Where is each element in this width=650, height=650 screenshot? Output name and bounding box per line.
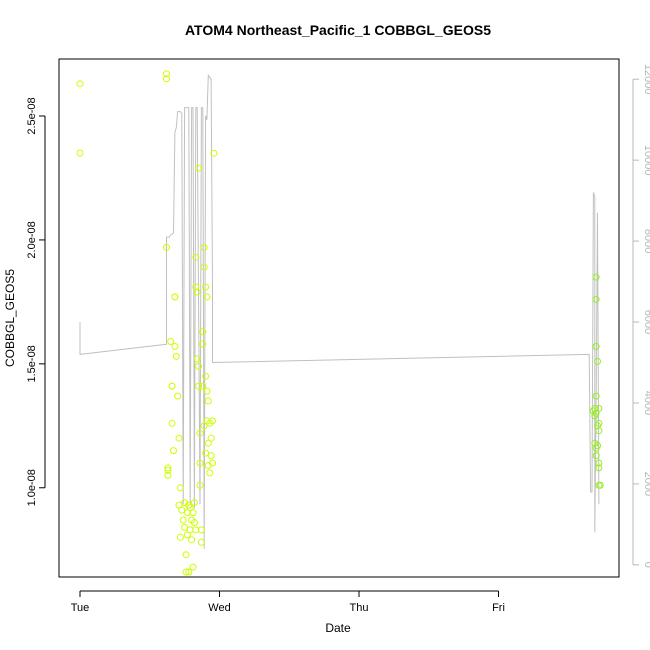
data-point-41	[192, 253, 200, 261]
data-point-5	[164, 466, 172, 474]
data-point-15	[171, 343, 179, 350]
data-point-10	[168, 419, 176, 427]
data-point-44	[193, 355, 201, 363]
y2-tick-label-6: 12000	[642, 64, 650, 95]
data-point-95	[596, 481, 604, 489]
data-point-62	[203, 293, 211, 301]
data-point-89	[595, 427, 603, 435]
data-point-20	[176, 484, 184, 492]
data-point-27	[182, 568, 190, 576]
data-point-88	[595, 419, 603, 427]
data-point-91	[592, 452, 600, 460]
data-point-90	[594, 442, 601, 450]
chart-title: ATOM4 Northeast_Pacific_1 COBBGL_GEOS5	[185, 22, 491, 38]
series-line	[79, 73, 600, 549]
y2-tick-label-0: 0	[642, 562, 650, 568]
y2-tick-label-4: 8000	[642, 229, 650, 253]
data-point-75	[592, 273, 600, 281]
y-tick-label-0: 1.0e-08	[26, 469, 38, 506]
y2-tick-label-2: 4000	[642, 391, 650, 415]
plot-frame	[58, 58, 620, 578]
data-point-74	[210, 149, 218, 157]
data-point-60	[202, 372, 210, 380]
data-point-57	[200, 243, 208, 251]
data-point-69	[206, 469, 214, 477]
data-point-4	[163, 243, 170, 251]
series-points	[76, 70, 604, 576]
data-point-79	[592, 392, 600, 400]
data-point-48	[196, 429, 204, 437]
data-point-3	[163, 75, 170, 83]
x-tick-label-Fri: Fri	[492, 602, 505, 614]
data-point-12	[170, 447, 177, 455]
data-point-63	[203, 387, 211, 395]
y2-tick-label-3: 6000	[642, 310, 650, 334]
data-point-47	[195, 164, 203, 172]
data-point-53	[199, 328, 207, 336]
data-point-37	[189, 509, 197, 517]
data-point-38	[190, 499, 198, 507]
data-point-92	[595, 459, 603, 467]
data-point-26	[182, 551, 190, 559]
data-point-21	[176, 533, 184, 541]
data-point-39	[190, 519, 198, 526]
data-point-31	[185, 568, 193, 576]
data-point-71	[207, 452, 215, 460]
data-point-7	[164, 464, 172, 472]
data-point-50	[196, 481, 204, 489]
data-point-1	[76, 149, 84, 157]
data-point-22	[178, 506, 186, 514]
data-point-0	[76, 80, 84, 88]
data-point-6	[164, 471, 172, 479]
y2-tick-label-5: 10000	[642, 145, 650, 176]
data-point-35	[188, 536, 196, 544]
data-point-8	[167, 338, 175, 345]
data-point-78	[594, 357, 601, 365]
y-tick-label-3: 2.5e-08	[26, 97, 38, 134]
x-tick-label-Wed: Wed	[208, 602, 230, 614]
data-point-23	[179, 516, 187, 524]
data-point-43	[193, 288, 201, 296]
data-point-61	[202, 449, 210, 457]
data-point-45	[195, 362, 203, 370]
data-point-87	[595, 405, 603, 412]
x-tick-label-Tue: Tue	[71, 602, 90, 614]
data-point-55	[199, 382, 207, 390]
y-tick-label-1: 1.5e-08	[26, 345, 38, 382]
data-point-16	[172, 352, 180, 360]
data-point-93	[595, 464, 603, 472]
data-point-65	[204, 397, 212, 405]
data-point-49	[196, 459, 204, 467]
y2-tick-label-1: 2000	[642, 472, 650, 496]
data-point-17	[174, 392, 182, 400]
data-point-54	[199, 340, 207, 348]
data-point-36	[189, 563, 197, 571]
x-tick-label-Thu: Thu	[350, 602, 369, 614]
data-point-72	[209, 417, 216, 425]
y-tick-label-2: 2.0e-08	[26, 221, 38, 258]
data-point-42	[192, 283, 200, 291]
data-point-73	[209, 459, 216, 467]
data-point-70	[207, 434, 215, 442]
data-point-76	[592, 295, 600, 303]
data-point-77	[592, 343, 600, 350]
data-point-18	[175, 434, 183, 442]
data-point-46	[195, 382, 203, 390]
y-axis-label: COBBGL_GEOS5	[3, 269, 17, 367]
x-axis-label: Date	[325, 621, 351, 635]
series-line-path	[79, 73, 600, 549]
data-point-59	[202, 283, 210, 291]
data-point-14	[171, 293, 179, 301]
data-point-56	[200, 263, 208, 271]
data-point-2	[163, 70, 170, 78]
data-point-51	[197, 526, 205, 534]
axes: Tue Wed Thu Fri 1.0e-08 1.5e-08 2.0e-08 2.5e-08…	[26, 64, 650, 614]
data-point-25	[181, 523, 189, 531]
data-point-52	[197, 538, 205, 546]
data-point-11	[168, 382, 176, 390]
